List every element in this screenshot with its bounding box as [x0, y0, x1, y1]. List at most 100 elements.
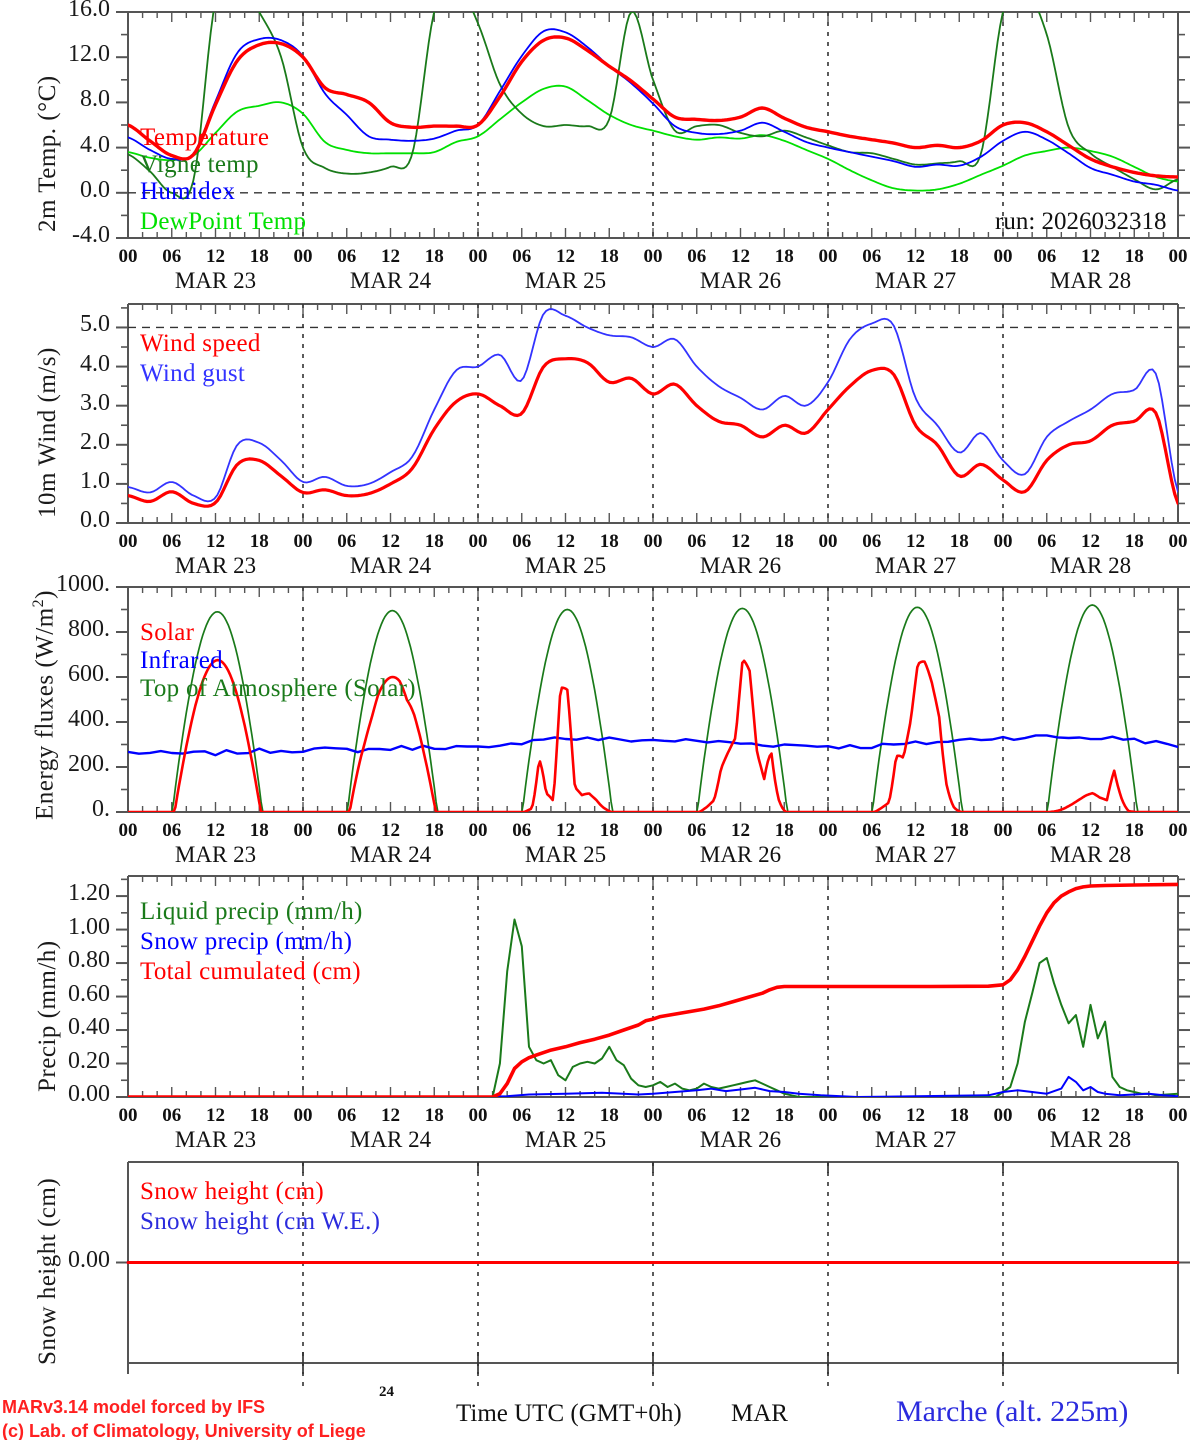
- legend-precip-0: Liquid precip (mm/h): [140, 898, 363, 925]
- x-tick-label: 12: [556, 531, 575, 552]
- plot-area-temperature: [116, 11, 1190, 239]
- x-tick-label: 00: [468, 531, 488, 552]
- x-tick-label: 18: [599, 246, 619, 267]
- x-tick-label: 06: [162, 246, 182, 267]
- y-tick-label: 4.0: [80, 131, 110, 158]
- x-tick-label: 18: [1124, 1105, 1144, 1126]
- x-tick-label: 00: [993, 246, 1013, 267]
- day-label: MAR 28: [1049, 842, 1132, 867]
- panel-snow-height: Snow height (cm) 0.00 Snow height (cm) S…: [0, 1150, 1194, 1390]
- panel-wind: 10m Wind (m/s) 5.0 4.0 3.0 2.0 1.0 0.0 Wind s…: [0, 290, 1194, 580]
- y-tick-label: 0.40: [68, 1014, 110, 1041]
- y-tick-label: 3.0: [80, 389, 110, 416]
- x-tick-label: 12: [906, 1105, 925, 1126]
- x-tick-label: 00: [643, 1105, 663, 1126]
- page-number: 24: [379, 1384, 394, 1400]
- x-tick-label: 18: [599, 820, 619, 841]
- x-tick-label: 00: [643, 531, 663, 552]
- day-label: MAR 27: [874, 1127, 957, 1152]
- day-label: MAR 25: [524, 553, 607, 578]
- x-tick-label: 12: [731, 531, 750, 552]
- day-label: MAR 28: [1049, 268, 1132, 293]
- time-axis-label: Time UTC (GMT+0h): [456, 1400, 682, 1427]
- y-tick-label: 200.: [68, 751, 110, 777]
- x-tick-label: 12: [381, 1105, 400, 1126]
- x-tick-label: 18: [1124, 531, 1144, 552]
- x-tick-label: 12: [556, 246, 575, 267]
- x-tick-label: 00: [993, 1105, 1013, 1126]
- x-tick-label: 00: [118, 531, 138, 552]
- x-tick-label: 18: [249, 246, 269, 267]
- x-tick-label: 12: [1081, 820, 1100, 841]
- x-tick-label: 00: [118, 820, 138, 841]
- x-tick-label: 06: [1037, 1105, 1057, 1126]
- x-tick-label: 12: [206, 820, 225, 841]
- x-tick-label: 12: [731, 246, 750, 267]
- day-label: MAR 26: [699, 1127, 782, 1152]
- run-label: run: 2026032318: [995, 208, 1167, 235]
- x-tick-label: 00: [1168, 246, 1188, 267]
- month-label: MAR: [731, 1400, 788, 1427]
- x-tick-label: 00: [293, 820, 313, 841]
- x-tick-label: 12: [556, 1105, 575, 1126]
- x-tick-label: 06: [337, 1105, 357, 1126]
- x-tick-label: 18: [424, 1105, 444, 1126]
- plot-area-energy: [116, 586, 1190, 813]
- credit-line-1: MARv3.14 model forced by IFS: [2, 1397, 266, 1417]
- plot-area-snow: [116, 1161, 1190, 1387]
- x-tick-label: 12: [731, 820, 750, 841]
- y-tick-label: 0.20: [68, 1047, 110, 1074]
- x-tick-label: 12: [906, 820, 925, 841]
- x-tick-label: 18: [774, 820, 794, 841]
- panel-energy-fluxes: Energy fluxes (W/m2) 1000. 800. 600. 400. 20…: [0, 571, 1194, 867]
- x-tick-label: 06: [1037, 531, 1057, 552]
- y-tick-label: 800.: [68, 616, 110, 642]
- x-tick-label: 06: [1037, 820, 1057, 841]
- legend-precip-2: Total cumulated (cm): [140, 958, 361, 985]
- legend-snow-1: Snow height (cm W.E.): [140, 1208, 381, 1235]
- day-label: MAR 25: [524, 1127, 607, 1152]
- x-tick-label: 00: [818, 531, 838, 552]
- x-tick-label: 00: [643, 820, 663, 841]
- y-tick-label: 2.0: [80, 428, 110, 455]
- y-tick-label: 1000.: [56, 571, 110, 597]
- x-tick-label: 00: [818, 246, 838, 267]
- x-tick-label: 06: [687, 531, 707, 552]
- x-tick-label: 12: [556, 820, 575, 841]
- x-tick-label: 18: [774, 531, 794, 552]
- x-tick-label: 06: [862, 820, 882, 841]
- y-tick-label: 4.0: [80, 350, 110, 377]
- legend-temperature-2: Humidex: [140, 178, 236, 205]
- y-tick-label: 16.0: [68, 0, 110, 22]
- day-label: MAR 27: [874, 842, 957, 867]
- station-label: Marche (alt. 225m): [896, 1395, 1129, 1428]
- x-tick-label: 00: [1168, 531, 1188, 552]
- panel-precipitation: Precip (mm/h) 1.20 1.00 0.80 0.60 0.40 0.20 0.…: [0, 860, 1194, 1152]
- x-tick-label: 18: [249, 531, 269, 552]
- x-tick-label: 06: [337, 820, 357, 841]
- x-tick-label: 12: [206, 1105, 225, 1126]
- day-label: MAR 24: [349, 842, 432, 867]
- x-tick-label: 18: [599, 531, 619, 552]
- x-tick-label: 00: [468, 820, 488, 841]
- x-tick-label: 12: [906, 531, 925, 552]
- x-tick-label: 06: [862, 531, 882, 552]
- day-label: MAR 28: [1049, 1127, 1132, 1152]
- x-tick-label: 06: [862, 246, 882, 267]
- y-tick-label: 400.: [68, 706, 110, 732]
- y-tick-label: 0.80: [68, 947, 110, 974]
- y-tick-label: 0.: [92, 796, 110, 822]
- x-tick-label: 00: [993, 531, 1013, 552]
- x-tick-label: 12: [381, 820, 400, 841]
- x-tick-label: 00: [293, 531, 313, 552]
- x-tick-label: 00: [643, 246, 663, 267]
- x-tick-label: 12: [1081, 246, 1100, 267]
- day-label: MAR 23: [174, 1127, 257, 1152]
- legend-energy-1: Infrared: [140, 647, 223, 674]
- x-tick-label: 12: [1081, 531, 1100, 552]
- x-tick-label: 00: [293, 1105, 313, 1126]
- x-tick-label: 00: [468, 246, 488, 267]
- y-tick-label: 1.20: [68, 880, 110, 907]
- day-label: MAR 26: [699, 553, 782, 578]
